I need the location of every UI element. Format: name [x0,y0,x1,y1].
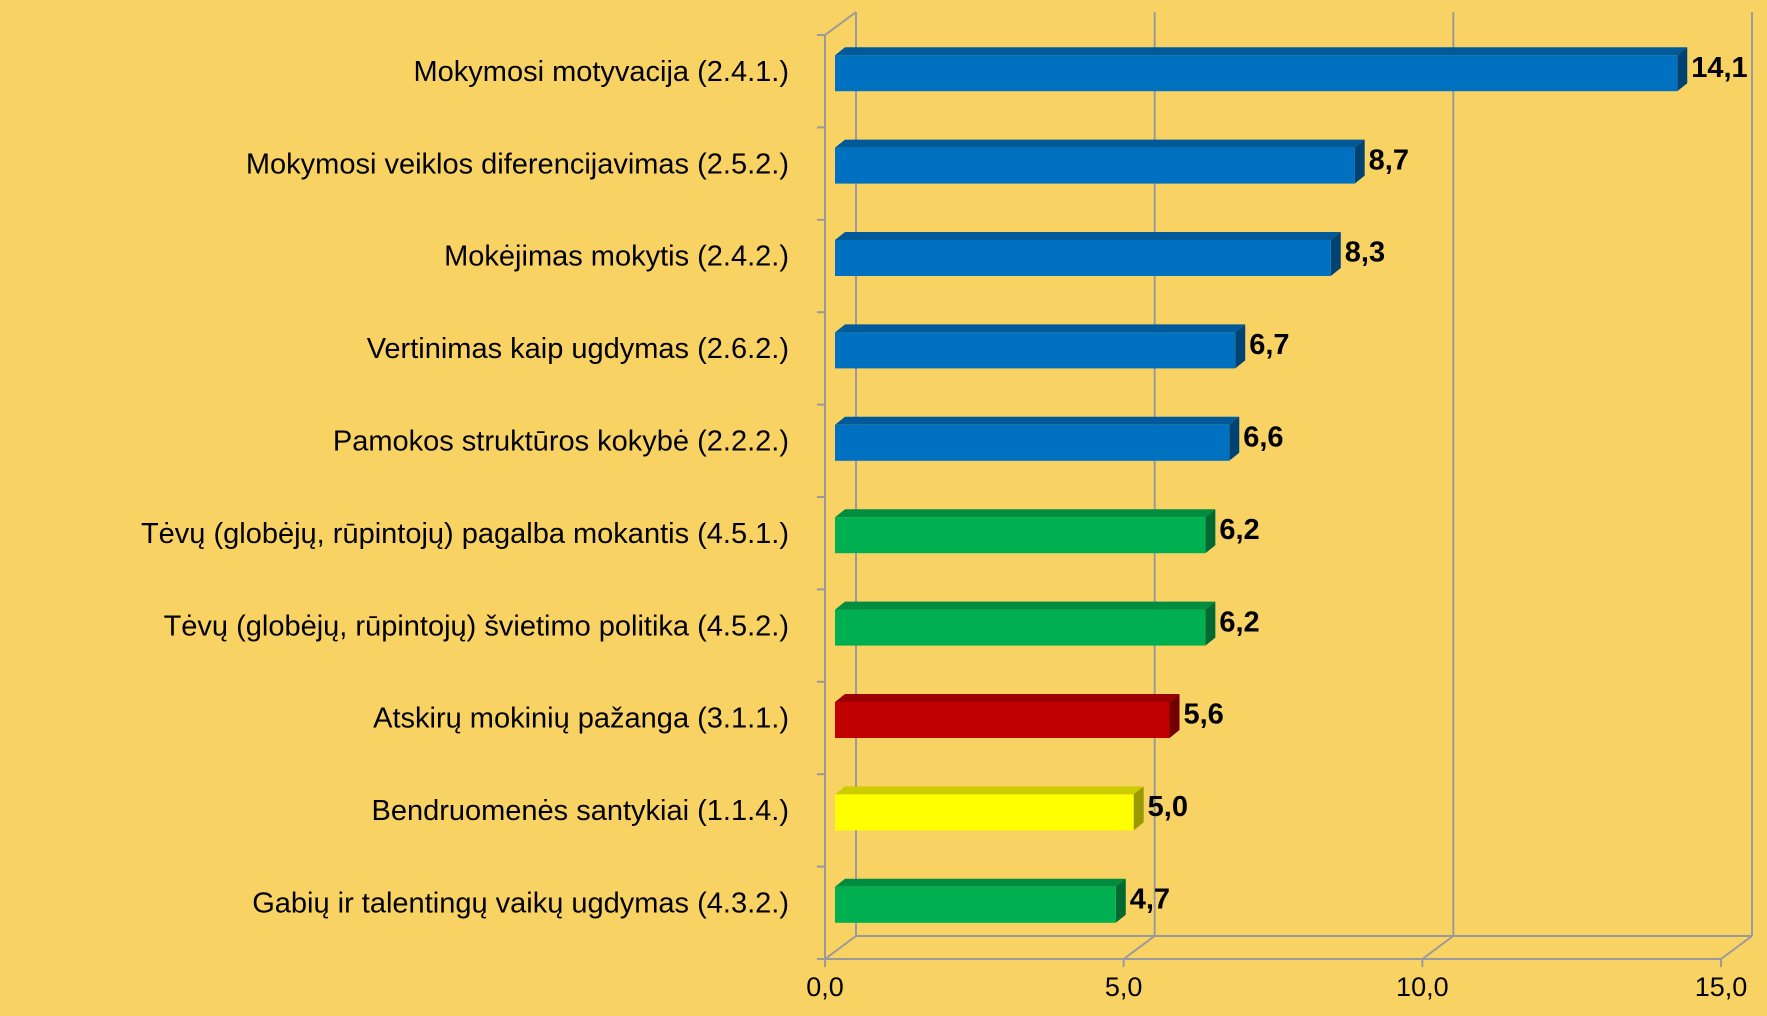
y-tick-label: Vertinimas kaip ugdymas (2.6.2.) [367,333,789,365]
grid-line [1720,935,1753,960]
x-tick-label: 0,0 [806,972,844,1002]
value-label: 8,3 [1345,237,1385,269]
bar-side [1235,324,1246,369]
bar [835,147,1355,184]
bar-side [1229,416,1240,461]
bar-side [1115,878,1126,923]
x-tick-label: 15,0 [1695,972,1748,1002]
bar-top [835,47,1688,56]
bar-top [835,878,1126,887]
x-tick-label: 10,0 [1396,972,1449,1002]
grid-line [824,935,857,960]
bar-side [1205,509,1216,554]
bar-top [835,232,1341,240]
bar-top [835,694,1180,702]
bar [835,240,1331,276]
value-label: 14,1 [1691,52,1747,84]
bar [835,702,1170,738]
value-label: 4,7 [1130,883,1170,915]
x-tick-label: 5,0 [1105,972,1143,1002]
bar [835,609,1206,646]
bar-side [1677,47,1688,92]
bar [835,424,1230,461]
y-tick-label: Mokėjimas mokytis (2.4.2.) [444,241,789,273]
y-tick-label: Mokymosi motyvacija (2.4.1.) [414,56,790,88]
grid-line [1123,935,1156,960]
bar [835,55,1678,92]
bar-side [1205,601,1216,646]
y-tick-label: Pamokos struktūros kokybė (2.2.2.) [333,425,789,457]
wall-line [824,11,857,36]
value-label: 5,6 [1184,699,1224,731]
value-label: 6,6 [1243,421,1283,453]
bar-top [835,601,1216,610]
y-tick-label: Tėvų (globėjų, rūpintojų) švietimo polit… [164,610,789,642]
value-label: 8,7 [1369,144,1409,176]
bar [835,332,1236,369]
bar-top [835,509,1216,518]
value-label: 6,7 [1249,329,1289,361]
bar-side [1330,232,1341,276]
y-tick-label: Mokymosi veiklos diferencijavimas (2.5.2… [246,148,789,180]
bar-top [835,139,1365,148]
bar-top [835,786,1144,795]
bar-side [1354,139,1365,184]
bar [835,794,1134,831]
bar-top [835,324,1246,333]
bar-side [1133,786,1144,831]
grid-line [1421,935,1454,960]
value-label: 6,2 [1219,606,1259,638]
value-label: 5,0 [1148,791,1188,823]
y-tick-label: Bendruomenės santykiai (1.1.4.) [372,795,790,827]
y-tick-label: Atskirų mokinių pažanga (3.1.1.) [373,703,789,735]
y-tick-label: Gabių ir talentingų vaikų ugdymas (4.3.2… [252,887,789,919]
value-label: 6,2 [1219,514,1259,546]
bar-side [1169,694,1180,738]
bar-top [835,416,1240,425]
y-tick-label: Tėvų (globėjų, rūpintojų) pagalba mokant… [141,518,789,550]
bar [835,517,1206,554]
bar [835,886,1116,923]
